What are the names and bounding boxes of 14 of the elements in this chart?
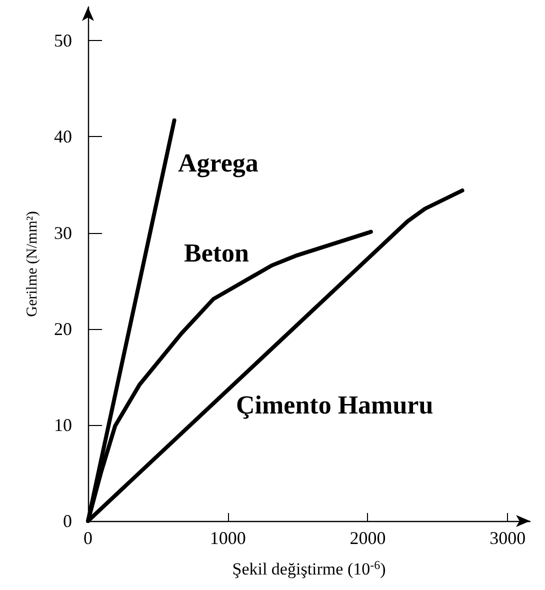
y-tick-label: 20: [54, 318, 72, 339]
y-axis-title: Gerilme (N/mm²): [24, 211, 40, 317]
x-tick-label: 2000: [350, 528, 386, 548]
x-tick-label: 3000: [490, 528, 526, 548]
y-tick-label: 40: [54, 126, 72, 147]
series-label: Agrega: [178, 148, 258, 178]
y-tick-label: 50: [54, 30, 72, 51]
y-tick-label: 30: [54, 222, 72, 243]
x-tick-label: 1000: [210, 528, 246, 548]
x-tick-label: 0: [84, 528, 92, 548]
series-label: Beton: [184, 238, 250, 268]
y-tick-label: 10: [54, 414, 72, 435]
y-tick-label: 0: [63, 511, 72, 531]
series-label: Çimento Hamuru: [236, 390, 434, 420]
